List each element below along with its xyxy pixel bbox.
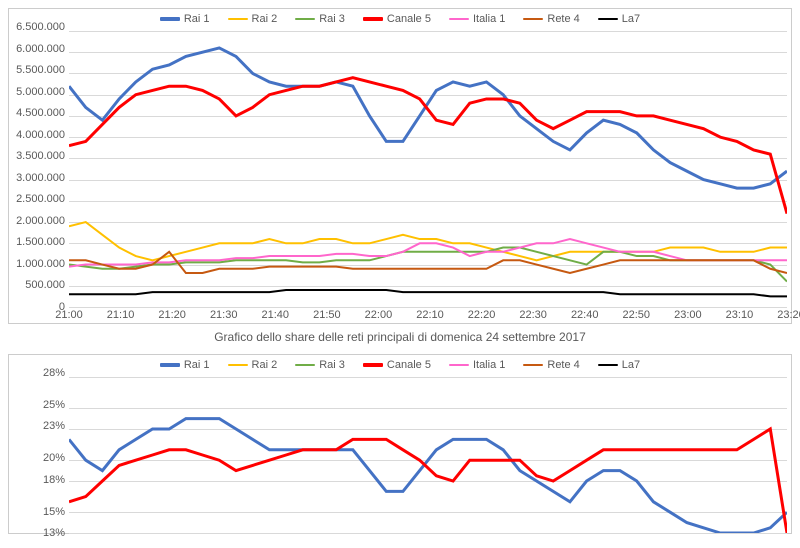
legend-swatch (598, 18, 618, 20)
legend-swatch (363, 17, 383, 21)
y-tick-label: 23% (43, 420, 65, 432)
legend-swatch (598, 364, 618, 366)
x-tick-label: 22:30 (519, 309, 547, 321)
x-tick-label: 21:20 (158, 309, 186, 321)
y-tick-label: 28% (43, 367, 65, 379)
legend-item: Rete 4 (523, 359, 579, 371)
y-tick-label: 500.000 (25, 279, 65, 291)
legend-label: Rai 1 (184, 359, 210, 371)
legend-label: Rai 3 (319, 359, 345, 371)
legend-label: Canale 5 (387, 13, 431, 25)
series-line (69, 419, 787, 533)
y-tick-label: 1.000.000 (16, 258, 65, 270)
plot-area: 13%15%18%20%23%25%28% (9, 373, 791, 533)
x-tick-label: 22:50 (623, 309, 651, 321)
y-tick-label: 25% (43, 399, 65, 411)
x-tick-label: 21:10 (107, 309, 135, 321)
y-tick-label: 3.000.000 (16, 172, 65, 184)
legend-swatch (295, 364, 315, 366)
legend-label: Italia 1 (473, 359, 505, 371)
legend-swatch (523, 18, 543, 20)
legend: Rai 1 Rai 2 Rai 3 Canale 5 Italia 1 Rete 4 La7 (9, 9, 791, 27)
y-tick-label: 4.000.000 (16, 129, 65, 141)
y-tick-label: 1.500.000 (16, 236, 65, 248)
legend-label: La7 (622, 13, 640, 25)
x-tick-label: 22:40 (571, 309, 599, 321)
legend-label: Canale 5 (387, 359, 431, 371)
legend-item: Rai 2 (228, 359, 278, 371)
y-tick-label: 13% (43, 527, 65, 539)
y-axis: 0500.0001.000.0001.500.0002.000.0002.500… (9, 27, 69, 307)
legend-item: Rai 2 (228, 13, 278, 25)
share-chart: Rai 1 Rai 2 Rai 3 Canale 5 Italia 1 Rete 4 La7… (8, 354, 792, 534)
series-line (69, 290, 787, 296)
x-tick-label: 23:10 (726, 309, 754, 321)
legend-swatch (160, 363, 180, 367)
y-axis: 13%15%18%20%23%25%28% (9, 373, 69, 533)
legend-item: Italia 1 (449, 13, 505, 25)
legend-label: La7 (622, 359, 640, 371)
y-tick-label: 2.000.000 (16, 215, 65, 227)
x-tick-label: 22:20 (468, 309, 496, 321)
viewers-chart: Rai 1 Rai 2 Rai 3 Canale 5 Italia 1 Rete 4 La7… (8, 8, 792, 324)
x-axis: 21:0021:1021:2021:3021:4021:5022:0022:10… (69, 307, 791, 323)
legend-label: Rete 4 (547, 13, 579, 25)
series-line (69, 78, 787, 214)
line-series (69, 31, 787, 307)
legend-item: Rai 1 (160, 13, 210, 25)
y-tick-label: 5.000.000 (16, 86, 65, 98)
legend-item: Canale 5 (363, 13, 431, 25)
x-tick-label: 21:00 (55, 309, 83, 321)
legend-item: Rete 4 (523, 13, 579, 25)
legend-swatch (449, 18, 469, 20)
legend: Rai 1 Rai 2 Rai 3 Canale 5 Italia 1 Rete 4 La7 (9, 355, 791, 373)
plot-area: 0500.0001.000.0001.500.0002.000.0002.500… (9, 27, 791, 307)
x-tick-label: 22:00 (365, 309, 393, 321)
y-tick-label: 5.500.000 (16, 64, 65, 76)
legend-label: Italia 1 (473, 13, 505, 25)
y-tick-label: 15% (43, 506, 65, 518)
x-tick-label: 22:10 (416, 309, 444, 321)
y-tick-label: 6.500.000 (16, 21, 65, 33)
x-tick-label: 23:00 (674, 309, 702, 321)
y-tick-label: 18% (43, 474, 65, 486)
x-tick-label: 21:30 (210, 309, 238, 321)
legend-swatch (228, 364, 248, 366)
legend-item: Rai 1 (160, 359, 210, 371)
subtitle: Grafico dello share delle reti principal… (8, 330, 792, 344)
legend-item: Italia 1 (449, 359, 505, 371)
y-tick-label: 2.500.000 (16, 193, 65, 205)
line-series (69, 377, 787, 533)
gridline (69, 533, 787, 534)
series-line (69, 222, 787, 260)
x-tick-label: 21:50 (313, 309, 341, 321)
legend-item: La7 (598, 13, 640, 25)
legend-label: Rete 4 (547, 359, 579, 371)
legend-item: Canale 5 (363, 359, 431, 371)
legend-label: Rai 2 (252, 13, 278, 25)
legend-item: Rai 3 (295, 13, 345, 25)
legend-item: La7 (598, 359, 640, 371)
series-line (69, 248, 787, 282)
legend-label: Rai 2 (252, 359, 278, 371)
x-tick-label: 23:20 (777, 309, 800, 321)
legend-label: Rai 1 (184, 13, 210, 25)
legend-swatch (228, 18, 248, 20)
legend-swatch (363, 363, 383, 367)
y-tick-label: 3.500.000 (16, 150, 65, 162)
legend-swatch (295, 18, 315, 20)
legend-swatch (523, 364, 543, 366)
y-tick-label: 6.000.000 (16, 43, 65, 55)
legend-item: Rai 3 (295, 359, 345, 371)
series-line (69, 48, 787, 188)
x-tick-label: 21:40 (262, 309, 290, 321)
legend-swatch (160, 17, 180, 21)
legend-label: Rai 3 (319, 13, 345, 25)
y-tick-label: 20% (43, 452, 65, 464)
y-tick-label: 4.500.000 (16, 107, 65, 119)
legend-swatch (449, 364, 469, 366)
